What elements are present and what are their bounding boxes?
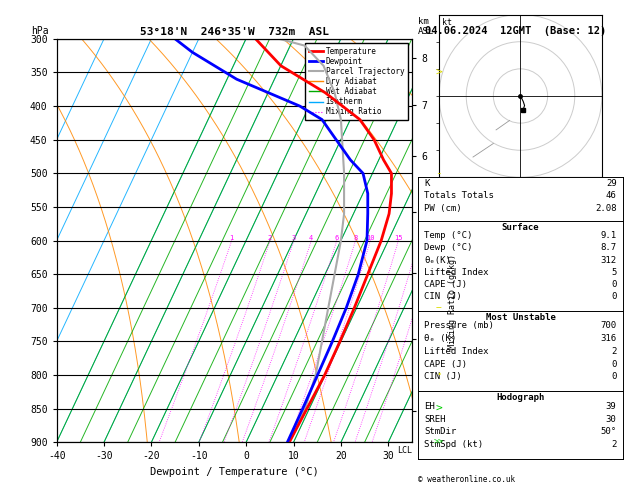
Text: Most Unstable: Most Unstable — [486, 312, 555, 322]
Legend: Temperature, Dewpoint, Parcel Trajectory, Dry Adiabat, Wet Adiabat, Isotherm, Mi: Temperature, Dewpoint, Parcel Trajectory… — [305, 43, 408, 120]
Text: -: - — [435, 168, 442, 178]
Text: 39: 39 — [606, 401, 616, 411]
Text: Mixing Ratio (g/kg): Mixing Ratio (g/kg) — [448, 254, 457, 348]
Text: Pressure (mb): Pressure (mb) — [425, 321, 494, 330]
Text: 50°: 50° — [601, 428, 616, 436]
Text: Totals Totals: Totals Totals — [425, 191, 494, 200]
Text: 29: 29 — [606, 179, 616, 188]
Text: θₑ(K): θₑ(K) — [425, 256, 451, 264]
Text: SREH: SREH — [425, 415, 446, 423]
Text: θₑ (K): θₑ (K) — [425, 334, 457, 343]
Text: PW (cm): PW (cm) — [425, 204, 462, 212]
Text: 0: 0 — [611, 360, 616, 368]
Text: 2: 2 — [611, 440, 616, 450]
Text: 0: 0 — [611, 280, 616, 289]
Text: © weatheronline.co.uk: © weatheronline.co.uk — [418, 474, 515, 484]
Text: 2: 2 — [268, 235, 272, 241]
Text: 1: 1 — [230, 235, 234, 241]
Text: 6: 6 — [335, 235, 339, 241]
Text: >>: >> — [433, 438, 443, 447]
Text: 8.7: 8.7 — [601, 243, 616, 252]
Text: 0: 0 — [611, 372, 616, 382]
Text: Lifted Index: Lifted Index — [425, 347, 489, 356]
Text: CIN (J): CIN (J) — [425, 293, 462, 301]
Text: Temp (°C): Temp (°C) — [425, 231, 473, 240]
Text: StmDir: StmDir — [425, 428, 457, 436]
Text: 5: 5 — [611, 268, 616, 277]
Title: 53°18'N  246°35'W  732m  ASL: 53°18'N 246°35'W 732m ASL — [140, 27, 329, 37]
Text: km
ASL: km ASL — [418, 17, 435, 36]
Text: K: K — [425, 179, 430, 188]
Text: 8: 8 — [353, 235, 358, 241]
Text: −: − — [435, 303, 442, 313]
Text: 2: 2 — [611, 347, 616, 356]
Text: Dewp (°C): Dewp (°C) — [425, 243, 473, 252]
Text: Lifted Index: Lifted Index — [425, 268, 489, 277]
Text: 46: 46 — [606, 191, 616, 200]
Text: StmSpd (kt): StmSpd (kt) — [425, 440, 484, 450]
Text: CAPE (J): CAPE (J) — [425, 280, 467, 289]
Text: 312: 312 — [601, 256, 616, 264]
Text: 10: 10 — [366, 235, 375, 241]
Text: Hodograph: Hodograph — [496, 393, 545, 402]
Text: 316: 316 — [601, 334, 616, 343]
Text: Surface: Surface — [502, 223, 539, 232]
Text: EH: EH — [425, 401, 435, 411]
Text: kt: kt — [442, 18, 452, 27]
Text: CIN (J): CIN (J) — [425, 372, 462, 382]
X-axis label: Dewpoint / Temperature (°C): Dewpoint / Temperature (°C) — [150, 467, 319, 477]
Text: 2.08: 2.08 — [595, 204, 616, 212]
Text: 3: 3 — [292, 235, 296, 241]
Text: 15: 15 — [394, 235, 403, 241]
Text: >: > — [435, 404, 442, 414]
Text: 04.06.2024  12GMT  (Base: 12): 04.06.2024 12GMT (Base: 12) — [425, 26, 606, 36]
Text: hPa: hPa — [31, 26, 49, 36]
Text: 4: 4 — [309, 235, 313, 241]
Text: >: > — [435, 68, 442, 77]
Text: 9.1: 9.1 — [601, 231, 616, 240]
Text: 0: 0 — [611, 293, 616, 301]
Text: CAPE (J): CAPE (J) — [425, 360, 467, 368]
Text: ·: · — [436, 366, 441, 384]
Y-axis label: km
ASL: km ASL — [443, 230, 460, 251]
Text: LCL: LCL — [397, 446, 412, 454]
Text: 30: 30 — [606, 415, 616, 423]
Text: 700: 700 — [601, 321, 616, 330]
